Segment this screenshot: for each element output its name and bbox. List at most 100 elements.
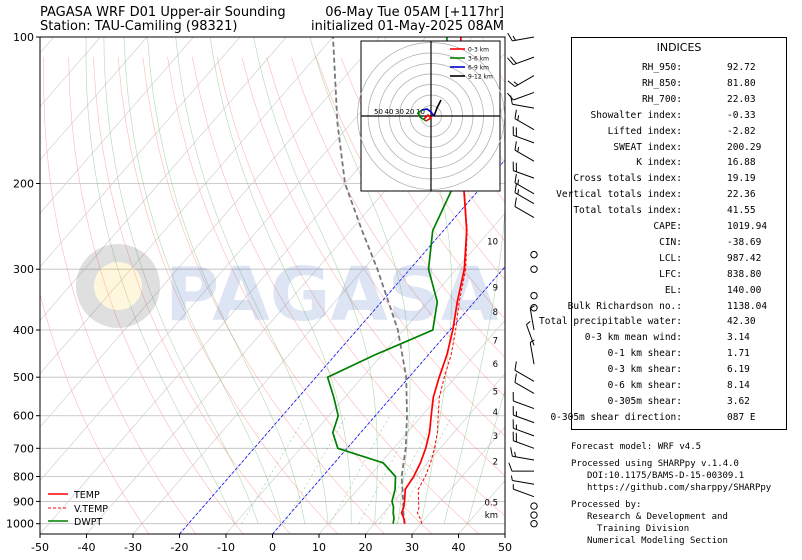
wind-barb-icon bbox=[526, 324, 535, 346]
sharppy-url[interactable]: https://github.com/sharppy/SHARPpy bbox=[587, 483, 772, 493]
x-tick-label: -20 bbox=[171, 541, 189, 554]
index-row: 0-6 km shear: 8.14 bbox=[572, 380, 788, 394]
wind-barb-icon bbox=[514, 206, 535, 219]
wind-barb-icon bbox=[512, 103, 535, 109]
wind-barb-icon bbox=[514, 75, 535, 87]
init-time: initialized 01-May-2025 08AM bbox=[310, 19, 504, 34]
wind-barb-icon bbox=[514, 192, 535, 205]
parcel-trace bbox=[332, 37, 408, 524]
chart-title: PAGASA WRF D01 Upper-air Sounding bbox=[40, 5, 286, 20]
x-tick-label: 0 bbox=[269, 541, 276, 554]
index-row: Total totals index: 41.55 bbox=[572, 205, 788, 219]
height-km-label: 4 bbox=[493, 408, 498, 418]
index-value: 6.19 bbox=[727, 364, 750, 376]
height-km-label: 10 bbox=[487, 237, 498, 247]
processed-info: Processed using SHARPpy v.1.4.0 bbox=[571, 459, 739, 469]
title-left: PAGASA WRF D01 Upper-air Sounding Statio… bbox=[40, 6, 286, 34]
indices-panel: INDICES RH_950: 92.72 RH_850: 81.80 RH_700: 2… bbox=[539, 37, 788, 430]
height-km-label: 6 bbox=[493, 360, 498, 370]
index-label: 0-305m shear: bbox=[607, 395, 682, 407]
doi-text: DOI:10.1175/BAMS-D-15-00309.1 bbox=[587, 471, 745, 481]
wind-barb-icon bbox=[514, 369, 535, 382]
index-label: Lifted index: bbox=[607, 125, 682, 137]
index-value: 19.19 bbox=[727, 173, 756, 185]
height-km-label: 7 bbox=[493, 336, 498, 346]
calm-barb-icon bbox=[530, 519, 538, 528]
index-value: 92.72 bbox=[727, 62, 756, 73]
index-label: 0-6 km shear: bbox=[607, 380, 682, 391]
index-value: 8.14 bbox=[727, 380, 750, 391]
index-label: EL: bbox=[664, 284, 682, 296]
height-km-label: km bbox=[485, 511, 498, 521]
index-row: 0-3 km shear: 6.19 bbox=[572, 364, 788, 378]
height-km-label: 2 bbox=[493, 457, 498, 467]
hodograph: 50 40 30 20 10 0-3 km3-6 km6-9 km9-12 km bbox=[357, 40, 505, 192]
legend-vtemp: V.TEMP bbox=[74, 504, 108, 515]
height-km-label: 3 bbox=[493, 432, 498, 442]
index-value: 22.03 bbox=[727, 93, 756, 105]
legend: TEMP V.TEMP DWPT bbox=[48, 490, 108, 528]
index-label: 0-1 km shear: bbox=[607, 348, 682, 360]
index-value: 140.00 bbox=[727, 284, 762, 296]
valid-time: 06-May Tue 05AM [+117hr] bbox=[325, 5, 504, 20]
index-value: 200.29 bbox=[727, 141, 762, 153]
x-tick-label: -40 bbox=[78, 541, 96, 554]
wind-barb-icon bbox=[513, 134, 535, 144]
wind-barbs bbox=[507, 32, 538, 528]
index-value: 1138.04 bbox=[727, 300, 768, 312]
wind-barb-icon bbox=[529, 308, 535, 331]
calm-barb-icon bbox=[530, 511, 538, 519]
index-label: LFC: bbox=[659, 268, 682, 280]
model-info: Forecast model: WRF v4.5 bbox=[571, 442, 702, 452]
hodo-ring-label: 40 bbox=[385, 108, 394, 116]
hodo-trace-0-3km bbox=[423, 113, 433, 122]
calm-barb-icon bbox=[530, 265, 538, 273]
series-vtemp-line bbox=[416, 37, 468, 524]
org-line-1: Research & Development and bbox=[587, 512, 728, 522]
logo-icon bbox=[76, 244, 160, 328]
wind-barb-icon bbox=[513, 170, 535, 179]
index-label: Showalter index: bbox=[590, 109, 682, 121]
x-tick-label: 40 bbox=[452, 541, 466, 554]
y-tick-label: 100 bbox=[13, 31, 34, 44]
wind-barb-icon bbox=[513, 427, 535, 437]
index-value: 1019.94 bbox=[727, 221, 768, 232]
hodo-ring-label: 30 bbox=[395, 108, 404, 116]
index-row: EL: 140.00 bbox=[572, 285, 788, 299]
index-row: CIN: -38.69 bbox=[572, 237, 788, 251]
index-label: K index: bbox=[636, 157, 682, 169]
height-km-label: 9 bbox=[493, 283, 498, 293]
index-value: -2.82 bbox=[727, 125, 756, 137]
index-value: -0.33 bbox=[727, 109, 756, 121]
x-tick-label: 20 bbox=[359, 541, 373, 554]
hodo-legend-label: 6-9 km bbox=[468, 65, 489, 72]
hodo-trace-6-9km bbox=[421, 108, 435, 117]
hodo-trace-3-6km bbox=[416, 109, 427, 122]
org-line-2: Training Division bbox=[597, 524, 690, 534]
index-label: Vertical totals index: bbox=[556, 189, 682, 201]
hodo-ring-label: 50 bbox=[374, 108, 383, 116]
x-tick-label: 10 bbox=[312, 541, 326, 554]
hodo-legend-label: 0-3 km bbox=[468, 47, 489, 54]
wind-barb-icon bbox=[514, 118, 535, 131]
y-tick-label: 800 bbox=[13, 471, 34, 484]
wind-barb-icon bbox=[529, 342, 535, 365]
hodo-trace-9-12km bbox=[433, 99, 442, 117]
x-tick-label: 30 bbox=[405, 541, 419, 554]
index-value: 41.55 bbox=[727, 205, 756, 217]
processed-by: Processed by: bbox=[571, 500, 642, 510]
legend-temp: TEMP bbox=[73, 490, 100, 501]
index-row: 0-1 km shear: 1.71 bbox=[572, 348, 788, 362]
index-row: Total precipitable water: 42.30 bbox=[539, 316, 788, 330]
index-row: 0-305m shear direction: 087 E bbox=[550, 412, 788, 426]
y-tick-label: 400 bbox=[13, 324, 34, 337]
x-tick-label: -10 bbox=[217, 541, 235, 554]
index-value: 3.62 bbox=[727, 395, 750, 407]
x-tick-label: -30 bbox=[124, 541, 142, 554]
index-value: 42.30 bbox=[727, 316, 756, 328]
x-tick-label: -50 bbox=[31, 541, 49, 554]
wind-barb-icon bbox=[514, 382, 535, 394]
calm-barb-icon bbox=[530, 502, 538, 510]
height-km-label: 5 bbox=[493, 387, 498, 397]
index-value: -38.69 bbox=[727, 236, 762, 248]
